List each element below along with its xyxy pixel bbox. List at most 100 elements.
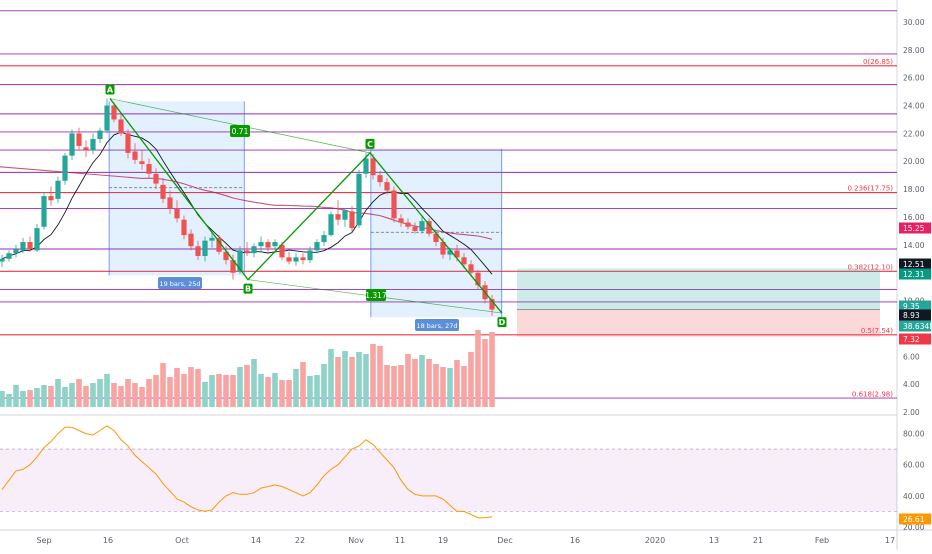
candle xyxy=(223,246,229,265)
candle-body xyxy=(125,133,131,153)
volume-bar xyxy=(216,374,222,407)
volume-bar xyxy=(307,376,313,407)
candle xyxy=(426,218,432,237)
volume-bar xyxy=(272,373,278,407)
price-axis-tick: 14.00 xyxy=(903,241,925,250)
price-tag-text: 9.35 xyxy=(903,302,920,311)
pattern-point[interactable]: B xyxy=(243,283,253,294)
candle-body xyxy=(468,264,474,273)
date-range-boxes[interactable]: 19 bars, 25d 18 bars, 27d xyxy=(108,101,503,331)
time-axis-tick: Feb xyxy=(815,536,829,545)
candle-body xyxy=(335,214,341,220)
volume-bar xyxy=(370,344,376,407)
volume-bar xyxy=(125,379,131,407)
price-tag-text: 8.93 xyxy=(903,311,920,320)
candle-body xyxy=(139,161,145,165)
candle-body xyxy=(153,173,159,184)
volume-bar xyxy=(139,387,145,407)
price-tag-bg xyxy=(899,320,931,332)
candle xyxy=(321,230,327,247)
ratio-label: 0.71 xyxy=(232,127,249,136)
candle xyxy=(370,154,376,180)
candle xyxy=(419,216,425,234)
volume-bar xyxy=(251,359,257,407)
candle xyxy=(83,140,89,158)
candle-body xyxy=(13,249,19,254)
candle-body xyxy=(279,244,285,258)
time-axis-tick: 13 xyxy=(709,536,719,545)
candle xyxy=(300,253,306,265)
fibonacci-levels[interactable]: 0(26.85) 0.236(17.75) 0.382(12.10) 0.5(7.54… xyxy=(0,10,897,399)
pattern-leg xyxy=(109,98,503,314)
candle-body xyxy=(433,233,439,243)
volume-bar xyxy=(342,351,348,407)
candle xyxy=(0,254,5,268)
volume-bar xyxy=(489,332,495,407)
stop-zone[interactable] xyxy=(517,309,880,337)
candle-body xyxy=(454,250,460,258)
volume-bar xyxy=(153,375,159,407)
volume-bar xyxy=(13,385,19,407)
candle xyxy=(335,200,341,226)
volume-bar xyxy=(286,380,292,407)
price-tag-bg xyxy=(899,258,931,270)
candle xyxy=(293,253,299,266)
candle-body xyxy=(251,246,257,254)
price-tag-text: 26.61 xyxy=(903,515,925,524)
time-axis-tick: Sep xyxy=(36,536,51,545)
volume-bar xyxy=(76,379,82,407)
volume-bar xyxy=(244,365,250,407)
price-tag: 15.25 xyxy=(899,222,931,234)
pattern-point[interactable]: D xyxy=(497,317,507,328)
candle-body xyxy=(363,158,369,174)
candle-body xyxy=(328,214,334,236)
volume-bar xyxy=(258,374,264,407)
candle xyxy=(34,223,40,252)
volume-bar xyxy=(111,383,117,407)
candle-body xyxy=(41,196,47,227)
candle xyxy=(118,113,124,137)
pattern-point-label: C xyxy=(367,140,373,149)
candle xyxy=(104,98,110,134)
long-position-tool[interactable] xyxy=(517,268,880,337)
candle-body xyxy=(293,257,299,262)
candle xyxy=(244,242,250,256)
candle xyxy=(6,250,12,262)
range-label-text: 19 bars, 25d xyxy=(159,280,200,288)
pattern-point[interactable]: A xyxy=(105,84,115,95)
candle xyxy=(384,177,390,195)
volume-bar xyxy=(104,374,110,407)
pattern-point[interactable]: C xyxy=(365,138,375,149)
candle xyxy=(76,127,82,151)
candle-body xyxy=(230,260,236,273)
candle-body xyxy=(76,133,82,146)
range-label: 18 bars, 27d xyxy=(415,319,459,331)
candle-body xyxy=(377,175,383,183)
price-axis-tick: 26.00 xyxy=(903,74,925,83)
candle-body xyxy=(398,218,404,223)
volume-bar xyxy=(391,366,397,407)
candle-body xyxy=(447,250,453,255)
xabcd-pattern[interactable]: A B C D 0.71 1.317 xyxy=(105,84,507,328)
price-tag-bg xyxy=(899,513,931,525)
pattern-point-badge xyxy=(365,138,375,149)
candle xyxy=(391,186,397,223)
candle xyxy=(139,150,145,170)
candle-body xyxy=(237,250,243,272)
candle xyxy=(307,246,313,263)
volume-bar xyxy=(237,367,243,407)
target-zone[interactable] xyxy=(517,268,880,310)
volume-bar xyxy=(69,383,75,407)
volume-bar xyxy=(454,360,460,407)
candle-body xyxy=(6,253,12,259)
candle xyxy=(356,169,362,229)
time-axis-tick: 22 xyxy=(295,536,305,545)
date-range-box[interactable] xyxy=(109,101,245,276)
rsi-line xyxy=(1,425,493,519)
volume-bar xyxy=(419,355,425,407)
candle-body xyxy=(55,180,61,199)
candle xyxy=(146,158,152,178)
candle-body xyxy=(188,233,194,247)
